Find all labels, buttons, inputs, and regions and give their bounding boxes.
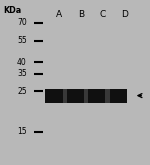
Text: D: D [121, 10, 128, 19]
Text: 70: 70 [17, 18, 27, 27]
FancyBboxPatch shape [84, 89, 88, 102]
Text: 40: 40 [17, 58, 27, 66]
Text: B: B [79, 10, 85, 19]
FancyBboxPatch shape [45, 89, 63, 102]
FancyBboxPatch shape [110, 89, 127, 102]
FancyBboxPatch shape [105, 89, 110, 102]
FancyBboxPatch shape [63, 89, 67, 102]
Text: 15: 15 [17, 127, 27, 136]
Text: A: A [56, 10, 62, 19]
Text: C: C [99, 10, 106, 19]
FancyBboxPatch shape [88, 89, 105, 102]
Text: KDa: KDa [4, 6, 22, 15]
Text: 55: 55 [17, 36, 27, 45]
Text: 25: 25 [17, 87, 27, 96]
Text: 35: 35 [17, 69, 27, 78]
FancyBboxPatch shape [67, 89, 84, 102]
